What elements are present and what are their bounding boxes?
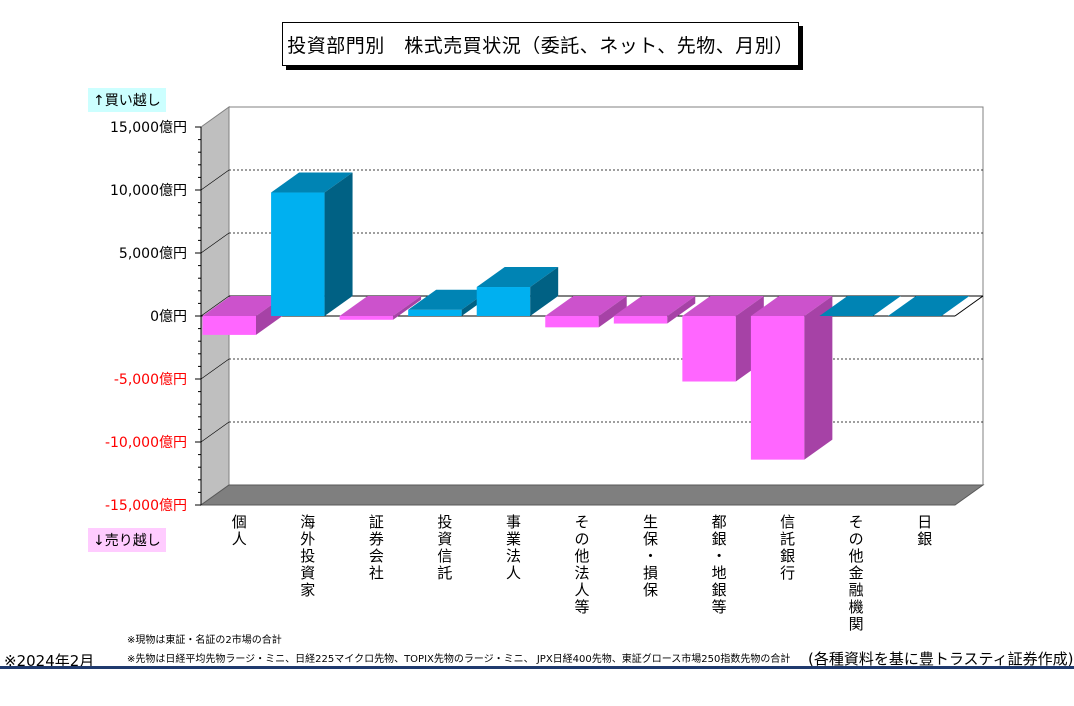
bar-top — [887, 296, 970, 316]
bar-top — [545, 296, 627, 316]
gridline-side — [200, 421, 230, 443]
x-tick-label: その他金融機関 — [849, 513, 864, 633]
bar-front — [750, 316, 805, 460]
bar-side — [667, 296, 696, 324]
chart-canvas: 15,000億円 10,000億円 5,000億円 0億円 -5,000億円 -10,00… — [105, 106, 985, 633]
sell-label: ↓売り越し — [88, 528, 166, 552]
bar-side — [530, 267, 559, 316]
note-spot: ※現物は東証・名証の2市場の合計 — [127, 635, 282, 646]
gridline-side — [200, 295, 230, 317]
x-tick-label: 信託銀行 — [780, 513, 795, 582]
x-tick-label: 個人 — [232, 513, 247, 548]
bar-top — [339, 296, 422, 316]
bar-front — [339, 316, 394, 320]
chart-title: 投資部門別 株式売買状況（委託、ネット、先物、月別） — [282, 22, 799, 66]
bar-front — [613, 316, 668, 324]
y-tick-label: 5,000億円 — [119, 246, 187, 262]
x-tick-label: 投資信託 — [437, 513, 452, 582]
note-futures: ※先物は日経平均先物ラージ・ミニ、日経225マイクロ先物、TOPIX先物のラージ… — [127, 654, 791, 665]
gridline-side — [200, 232, 230, 254]
bar-front — [682, 316, 736, 382]
y-tick-label: -5,000億円 — [114, 372, 187, 388]
y-tick-label: 15,000億円 — [110, 120, 187, 136]
bar-front — [202, 316, 257, 335]
bar-front — [476, 287, 531, 316]
bar-top — [613, 296, 696, 316]
bar-top — [750, 296, 833, 316]
x-tick-label: 日銀 — [917, 513, 932, 548]
x-tick-label: その他法人等 — [574, 513, 589, 616]
floor — [199, 484, 985, 506]
footer-source: (各種資料を基に豊トラスティ証券作成) — [808, 650, 1074, 668]
bar-top — [682, 296, 764, 316]
zero-line-depth — [954, 295, 984, 317]
x-tick-label: 都銀・地銀等 — [712, 513, 727, 616]
footer-date: ※2024年2月 — [4, 652, 95, 670]
bar-top — [202, 296, 285, 316]
bar-top — [819, 296, 901, 316]
buy-label: ↑買い越し — [88, 88, 166, 112]
bar-top — [476, 267, 559, 288]
gridline-side — [200, 169, 230, 191]
y-tick-label: 10,000億円 — [110, 183, 187, 199]
x-tick-label: 証券会社 — [369, 513, 384, 582]
x-tick-label: 事業法人 — [506, 513, 521, 582]
bar-side — [324, 172, 353, 316]
bar-front — [545, 316, 599, 328]
bar-top — [408, 289, 490, 310]
bar-front — [408, 309, 462, 316]
bar-side — [598, 296, 627, 328]
gridline-side — [200, 358, 230, 380]
y-tick-label: -10,000億円 — [105, 435, 187, 451]
y-tick-label: -15,000億円 — [105, 498, 187, 514]
bottom-rule — [0, 666, 1074, 669]
x-tick-label: 生保・損保 — [643, 513, 658, 599]
bar-side — [393, 296, 422, 320]
bar-top — [271, 172, 353, 193]
bar-front — [271, 192, 325, 316]
y-tick-label: 0億円 — [150, 309, 187, 325]
bar-side — [804, 296, 833, 460]
x-tick-label: 海外投資家 — [300, 513, 315, 599]
